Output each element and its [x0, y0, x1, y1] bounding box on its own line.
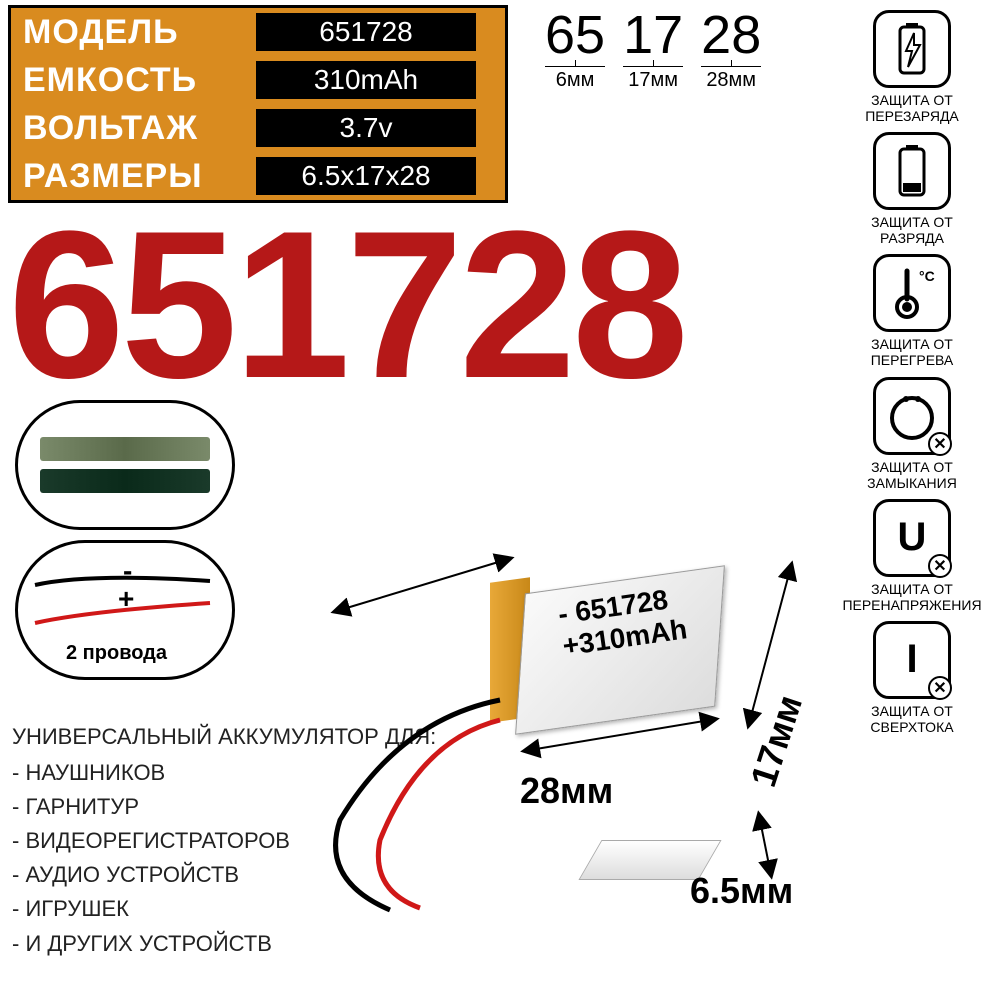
spec-table: МОДЕЛЬ651728 ЕМКОСТЬ310mAh ВОЛЬТАЖ3.7v Р… [8, 5, 508, 203]
spec-label: МОДЕЛЬ [11, 13, 256, 52]
feature-text: ЗАЩИТА ОТ ЗАМЫКАНИЯ [832, 459, 992, 491]
spec-row: МОДЕЛЬ651728 [11, 8, 505, 56]
feature-overvoltage: U✕ ЗАЩИТА ОТ ПЕРЕНАПРЯЖЕНИЯ [832, 499, 992, 613]
overvoltage-icon: U✕ [873, 499, 951, 577]
dim-17mm: 17мм [742, 690, 811, 792]
dim-big: 28 [701, 8, 761, 62]
dim-6.5mm: 6.5мм [690, 870, 793, 912]
uses-item: - И ДРУГИХ УСТРОЙСТВ [12, 927, 436, 961]
features-column: ЗАЩИТА ОТ ПЕРЕЗАРЯДА ЗАЩИТА ОТ РАЗРЯДА °… [832, 10, 992, 735]
feature-text: ЗАЩИТА ОТ ПЕРЕЗАРЯДА [832, 92, 992, 124]
feature-text: ЗАЩИТА ОТ РАЗРЯДА [832, 214, 992, 246]
overcurrent-icon: I✕ [873, 621, 951, 699]
feature-short: ✕ ЗАЩИТА ОТ ЗАМЫКАНИЯ [832, 377, 992, 491]
feature-text: ЗАЩИТА ОТ ПЕРЕГРЕВА [832, 336, 992, 368]
spec-label: ЕМКОСТЬ [11, 61, 256, 100]
dim-28mm: 28мм [520, 770, 613, 812]
feature-overcurrent: I✕ ЗАЩИТА ОТ СВЕРХТОКА [832, 621, 992, 735]
dim-small: 17мм [623, 69, 683, 92]
battery-diagram: - 651728+310mAh 28мм 17мм 6.5мм [280, 480, 830, 900]
spec-value: 310mAh [256, 61, 476, 99]
feature-text: ЗАЩИТА ОТ ПЕРЕНАПРЯЖЕНИЯ [832, 581, 992, 613]
dim-col: 17 17мм [623, 8, 683, 92]
spec-label: ВОЛЬТАЖ [11, 109, 256, 148]
plus-label: + [118, 583, 134, 615]
spec-row: ВОЛЬТАЖ3.7v [11, 104, 505, 152]
feature-discharge: ЗАЩИТА ОТ РАЗРЯДА [832, 132, 992, 246]
svg-text:°C: °C [919, 268, 935, 284]
dim-big: 65 [545, 8, 605, 62]
battery-wires-icon [240, 640, 540, 920]
overheat-icon: °C [873, 254, 951, 332]
spec-value: 651728 [256, 13, 476, 51]
dimension-decode: 656мм 1717мм 2828мм [545, 8, 761, 92]
short-circuit-icon: ✕ [873, 377, 951, 455]
cross-badge-icon: ✕ [928, 432, 952, 456]
pcb-callout [15, 400, 235, 530]
spec-value: 3.7v [256, 109, 476, 147]
dim-small: 6мм [545, 69, 605, 92]
dim-big: 17 [623, 8, 683, 62]
wire-callout: - + 2 провода [15, 540, 235, 680]
feature-text: ЗАЩИТА ОТ СВЕРХТОКА [832, 703, 992, 735]
feature-overcharge: ЗАЩИТА ОТ ПЕРЕЗАРЯДА [832, 10, 992, 124]
pcb-strip-icon [40, 469, 210, 493]
feature-overheat: °C ЗАЩИТА ОТ ПЕРЕГРЕВА [832, 254, 992, 368]
big-model-number: 651728 [8, 200, 685, 410]
spec-row: ЕМКОСТЬ310mAh [11, 56, 505, 104]
cross-badge-icon: ✕ [928, 554, 952, 578]
two-wires-label: 2 провода [66, 642, 167, 665]
pcb-strip-icon [40, 437, 210, 461]
dim-small: 28мм [701, 69, 761, 92]
dim-col: 656мм [545, 8, 605, 92]
cross-badge-icon: ✕ [928, 676, 952, 700]
overcharge-icon [873, 10, 951, 88]
dim-col: 28 28мм [701, 8, 761, 92]
discharge-icon [873, 132, 951, 210]
